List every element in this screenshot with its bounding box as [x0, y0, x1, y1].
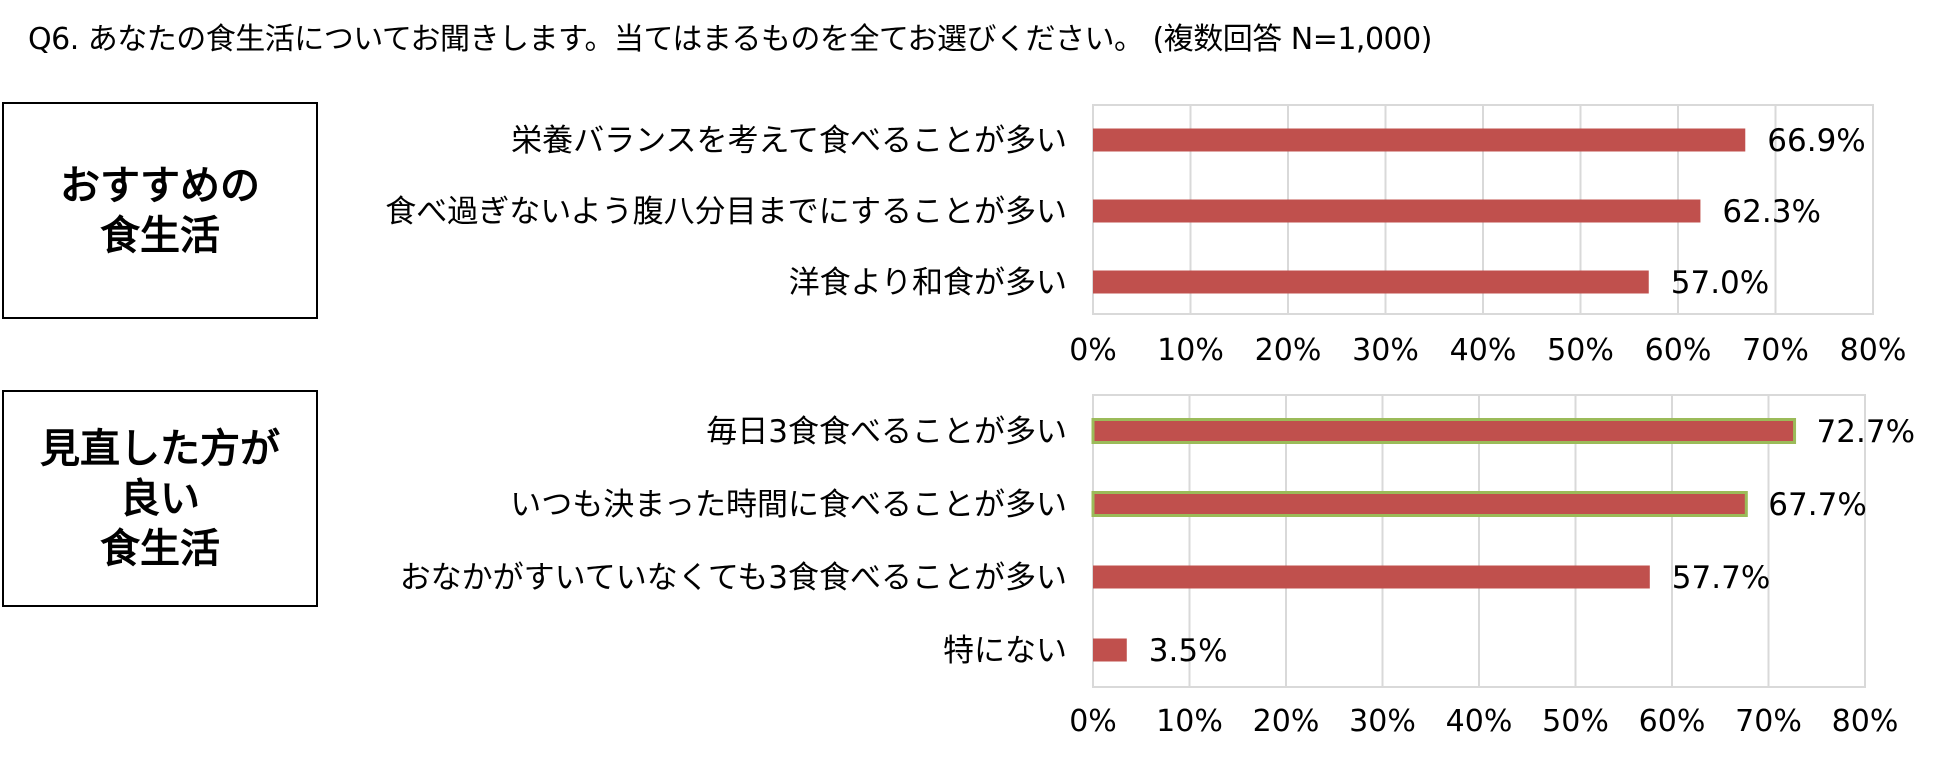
bar	[1093, 270, 1649, 294]
x-tick-label: 0%	[1069, 333, 1117, 368]
category-label: 栄養バランスを考えて食べることが多い	[511, 123, 1067, 159]
data-label: 57.7%	[1672, 560, 1770, 596]
group-label-needs-review: 見直した方が 良い 食生活	[2, 390, 318, 607]
bar	[1093, 199, 1701, 223]
x-tick-label: 10%	[1156, 704, 1223, 739]
category-label: おなかがすいていなくても3食食べることが多い	[400, 560, 1067, 596]
group-label-line: おすすめの	[60, 162, 260, 209]
x-tick-label: 70%	[1742, 333, 1809, 368]
category-label: 洋食より和食が多い	[789, 265, 1067, 301]
bar	[1093, 638, 1127, 662]
bar	[1091, 491, 1748, 517]
group-label-line: 良い	[120, 475, 200, 522]
x-tick-label: 60%	[1645, 333, 1712, 368]
x-tick-label: 60%	[1639, 704, 1706, 739]
question-title: Q6. あなたの食生活についてお聞きします。当てはまるものを全てお選びください。…	[28, 22, 1432, 57]
x-tick-label: 30%	[1352, 333, 1419, 368]
plot-frame	[1092, 394, 1866, 688]
data-label: 57.0%	[1671, 265, 1769, 301]
category-label: 毎日3食食べることが多い	[706, 414, 1067, 450]
x-tick-label: 70%	[1735, 704, 1802, 739]
x-tick-label: 20%	[1253, 704, 1320, 739]
data-label: 72.7%	[1817, 414, 1915, 450]
data-label: 66.9%	[1767, 123, 1865, 159]
data-label: 62.3%	[1722, 194, 1820, 230]
x-tick-label: 20%	[1255, 333, 1322, 368]
x-tick-label: 40%	[1450, 333, 1517, 368]
group-label-line: 食生活	[100, 212, 220, 259]
x-tick-label: 40%	[1446, 704, 1513, 739]
group-label-recommended: おすすめの 食生活	[2, 102, 318, 319]
category-label: 特にない	[943, 633, 1067, 669]
data-label: 3.5%	[1149, 633, 1228, 669]
data-label: 67.7%	[1768, 487, 1866, 523]
group-label-line: 見直した方が	[40, 425, 280, 472]
x-tick-label: 80%	[1840, 333, 1907, 368]
x-tick-label: 0%	[1069, 704, 1117, 739]
x-tick-label: 30%	[1349, 704, 1416, 739]
x-tick-label: 10%	[1157, 333, 1224, 368]
x-tick-label: 50%	[1542, 704, 1609, 739]
x-tick-label: 80%	[1832, 704, 1899, 739]
bar	[1093, 128, 1746, 152]
bar	[1093, 565, 1650, 589]
x-tick-label: 50%	[1547, 333, 1614, 368]
group-label-line: 食生活	[100, 525, 220, 572]
bar	[1091, 418, 1797, 444]
category-label: いつも決まった時間に食べることが多い	[510, 487, 1067, 523]
category-label: 食べ過ぎないよう腹八分目までにすることが多い	[385, 194, 1067, 230]
